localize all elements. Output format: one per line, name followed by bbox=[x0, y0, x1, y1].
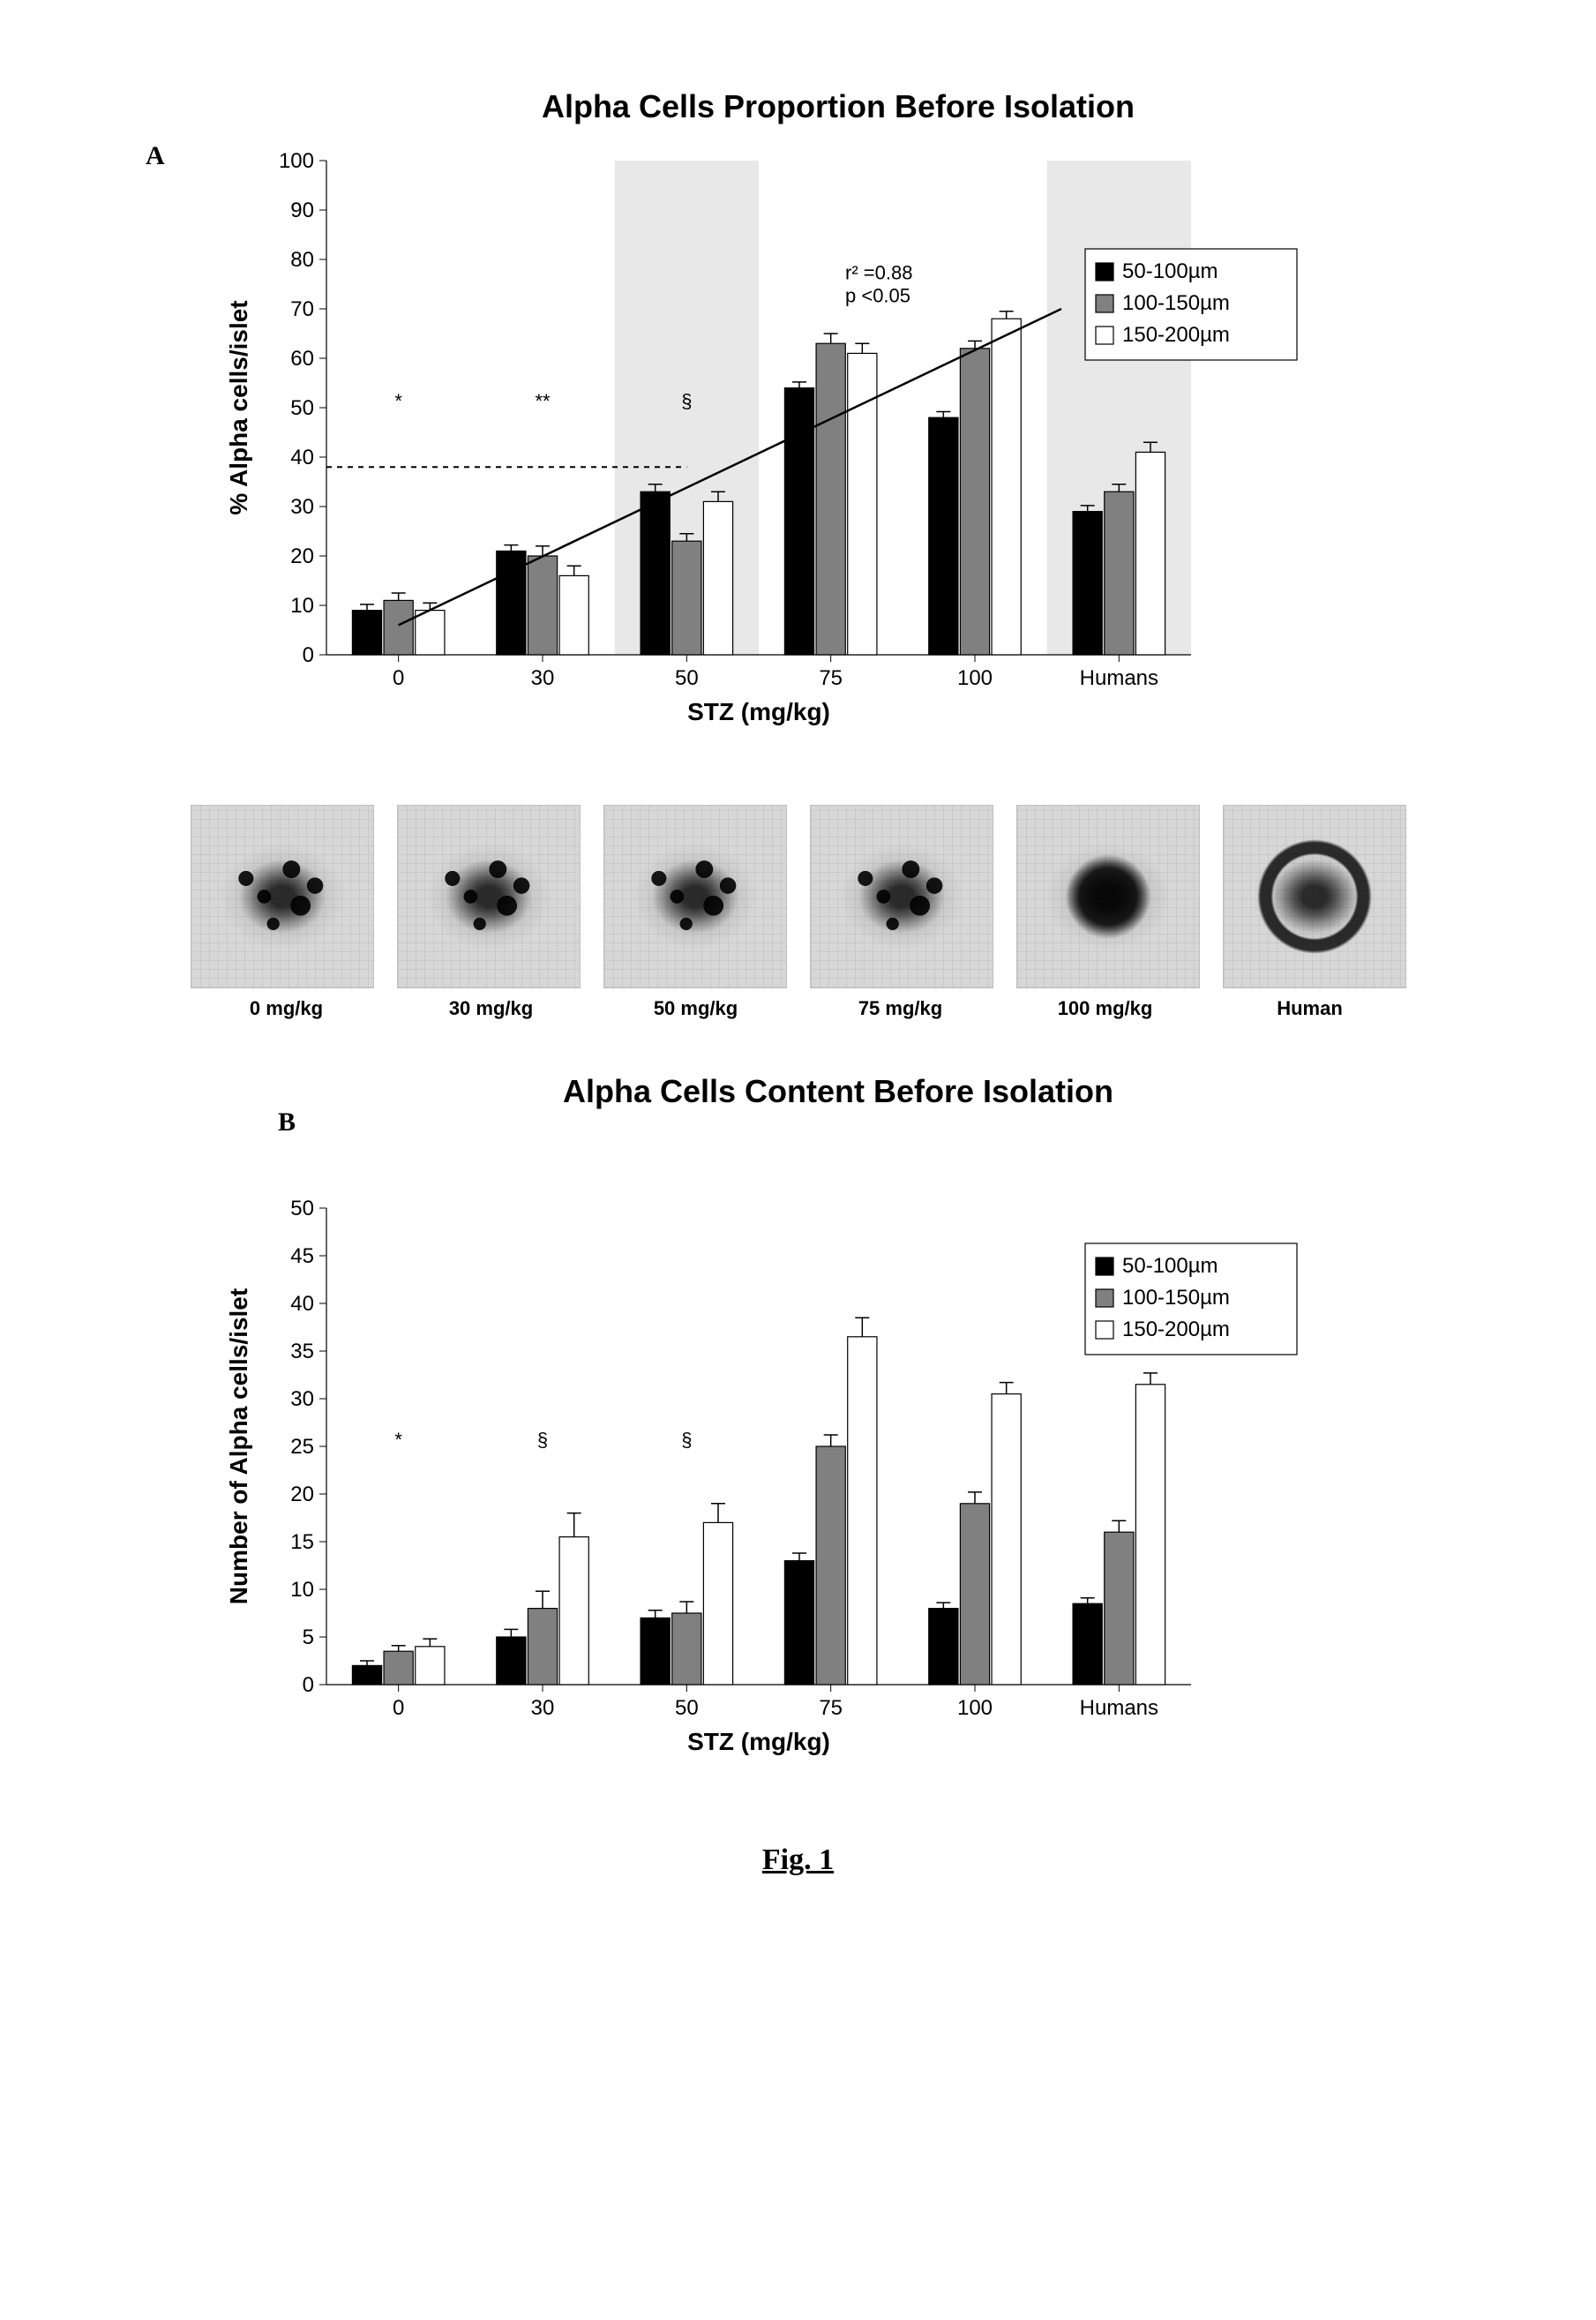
svg-text:Humans: Humans bbox=[1079, 1696, 1158, 1720]
micrograph-thumb bbox=[397, 805, 581, 988]
svg-text:10: 10 bbox=[290, 1578, 314, 1602]
svg-text:% Alpha cells/islet: % Alpha cells/islet bbox=[225, 300, 252, 514]
chart-b-title: Alpha Cells Content Before Isolation bbox=[353, 1073, 1323, 1110]
svg-text:§: § bbox=[681, 1429, 692, 1451]
svg-text:40: 40 bbox=[290, 446, 314, 469]
svg-text:STZ (mg/kg): STZ (mg/kg) bbox=[687, 698, 830, 725]
svg-text:15: 15 bbox=[290, 1530, 314, 1554]
micrograph-thumb bbox=[810, 805, 993, 988]
svg-text:100-150µm: 100-150µm bbox=[1122, 291, 1230, 315]
svg-text:50: 50 bbox=[674, 666, 698, 690]
svg-text:50-100µm: 50-100µm bbox=[1122, 1254, 1218, 1278]
panel-letter-b: B bbox=[278, 1107, 296, 1137]
svg-text:10: 10 bbox=[290, 594, 314, 618]
micrograph-row bbox=[181, 805, 1416, 988]
svg-text:75: 75 bbox=[819, 1696, 843, 1720]
svg-text:60: 60 bbox=[290, 347, 314, 371]
chart-b-svg: 0 5 10 15 20 25 30 35 40 45 50 Number of Alpha cell… bbox=[203, 1190, 1394, 1791]
micrograph-thumb bbox=[603, 805, 787, 988]
svg-text:50: 50 bbox=[290, 396, 314, 420]
svg-text:p <0.05: p <0.05 bbox=[845, 284, 910, 306]
svg-text:20: 20 bbox=[290, 1483, 314, 1506]
svg-text:45: 45 bbox=[290, 1244, 314, 1268]
micrograph-thumb bbox=[191, 805, 374, 988]
svg-text:25: 25 bbox=[290, 1435, 314, 1459]
svg-text:30: 30 bbox=[530, 1696, 554, 1720]
svg-text:0: 0 bbox=[302, 643, 313, 667]
micrograph-label: Human bbox=[1219, 997, 1401, 1020]
chart-b-wrap: 0 5 10 15 20 25 30 35 40 45 50 Number of Alpha cell… bbox=[203, 1190, 1394, 1791]
svg-text:20: 20 bbox=[290, 544, 314, 568]
svg-text:30: 30 bbox=[530, 666, 554, 690]
figure-label: Fig. 1 bbox=[132, 1843, 1464, 1877]
svg-text:90: 90 bbox=[290, 199, 314, 222]
svg-text:50-100µm: 50-100µm bbox=[1122, 259, 1218, 283]
micrograph-label: 0 mg/kg bbox=[196, 997, 378, 1020]
chart-a-title: Alpha Cells Proportion Before Isolation bbox=[353, 88, 1323, 125]
chart-a-svg: 0 10 20 30 40 50 60 70 80 90 100 % Alpha cells/isle… bbox=[203, 143, 1394, 743]
svg-text:40: 40 bbox=[290, 1292, 314, 1316]
svg-text:STZ (mg/kg): STZ (mg/kg) bbox=[687, 1728, 830, 1755]
micrograph-label: 75 mg/kg bbox=[810, 997, 992, 1020]
micrograph-thumb bbox=[1223, 805, 1406, 988]
svg-text:*: * bbox=[394, 1429, 402, 1451]
svg-text:5: 5 bbox=[302, 1626, 313, 1649]
svg-text:100-150µm: 100-150µm bbox=[1122, 1286, 1230, 1310]
svg-text:100: 100 bbox=[956, 1696, 992, 1720]
svg-text:50: 50 bbox=[674, 1696, 698, 1720]
micrograph-label-row: 0 mg/kg 30 mg/kg 50 mg/kg 75 mg/kg 100 mg/kg… bbox=[181, 997, 1416, 1020]
svg-text:0: 0 bbox=[302, 1673, 313, 1697]
svg-text:150-200µm: 150-200µm bbox=[1122, 1318, 1230, 1341]
svg-text:70: 70 bbox=[290, 297, 314, 321]
svg-text:§: § bbox=[536, 1429, 547, 1451]
svg-text:Number of Alpha cells/islet: Number of Alpha cells/islet bbox=[225, 1288, 252, 1604]
micrograph-label: 100 mg/kg bbox=[1015, 997, 1196, 1020]
micrograph-label: 30 mg/kg bbox=[401, 997, 582, 1020]
svg-text:0: 0 bbox=[392, 1696, 403, 1720]
svg-text:§: § bbox=[681, 390, 692, 412]
panel-letter-a: A bbox=[146, 141, 165, 171]
svg-text:0: 0 bbox=[392, 666, 403, 690]
svg-text:*: * bbox=[394, 390, 402, 412]
page: A Alpha Cells Proportion Before Isolatio… bbox=[0, 0, 1596, 2320]
svg-text:35: 35 bbox=[290, 1340, 314, 1363]
svg-text:50: 50 bbox=[290, 1197, 314, 1220]
svg-text:80: 80 bbox=[290, 248, 314, 272]
micrograph-label: 50 mg/kg bbox=[605, 997, 787, 1020]
chart-a-wrap: 0 10 20 30 40 50 60 70 80 90 100 % Alpha cells/isle… bbox=[203, 143, 1394, 743]
svg-text:100: 100 bbox=[956, 666, 992, 690]
svg-text:**: ** bbox=[535, 390, 551, 412]
svg-text:r² =0.88: r² =0.88 bbox=[845, 261, 912, 283]
svg-text:75: 75 bbox=[819, 666, 843, 690]
svg-text:Humans: Humans bbox=[1079, 666, 1158, 690]
svg-text:30: 30 bbox=[290, 1387, 314, 1411]
svg-text:150-200µm: 150-200µm bbox=[1122, 323, 1230, 347]
svg-text:30: 30 bbox=[290, 495, 314, 519]
micrograph-thumb bbox=[1016, 805, 1200, 988]
svg-text:100: 100 bbox=[278, 149, 313, 173]
